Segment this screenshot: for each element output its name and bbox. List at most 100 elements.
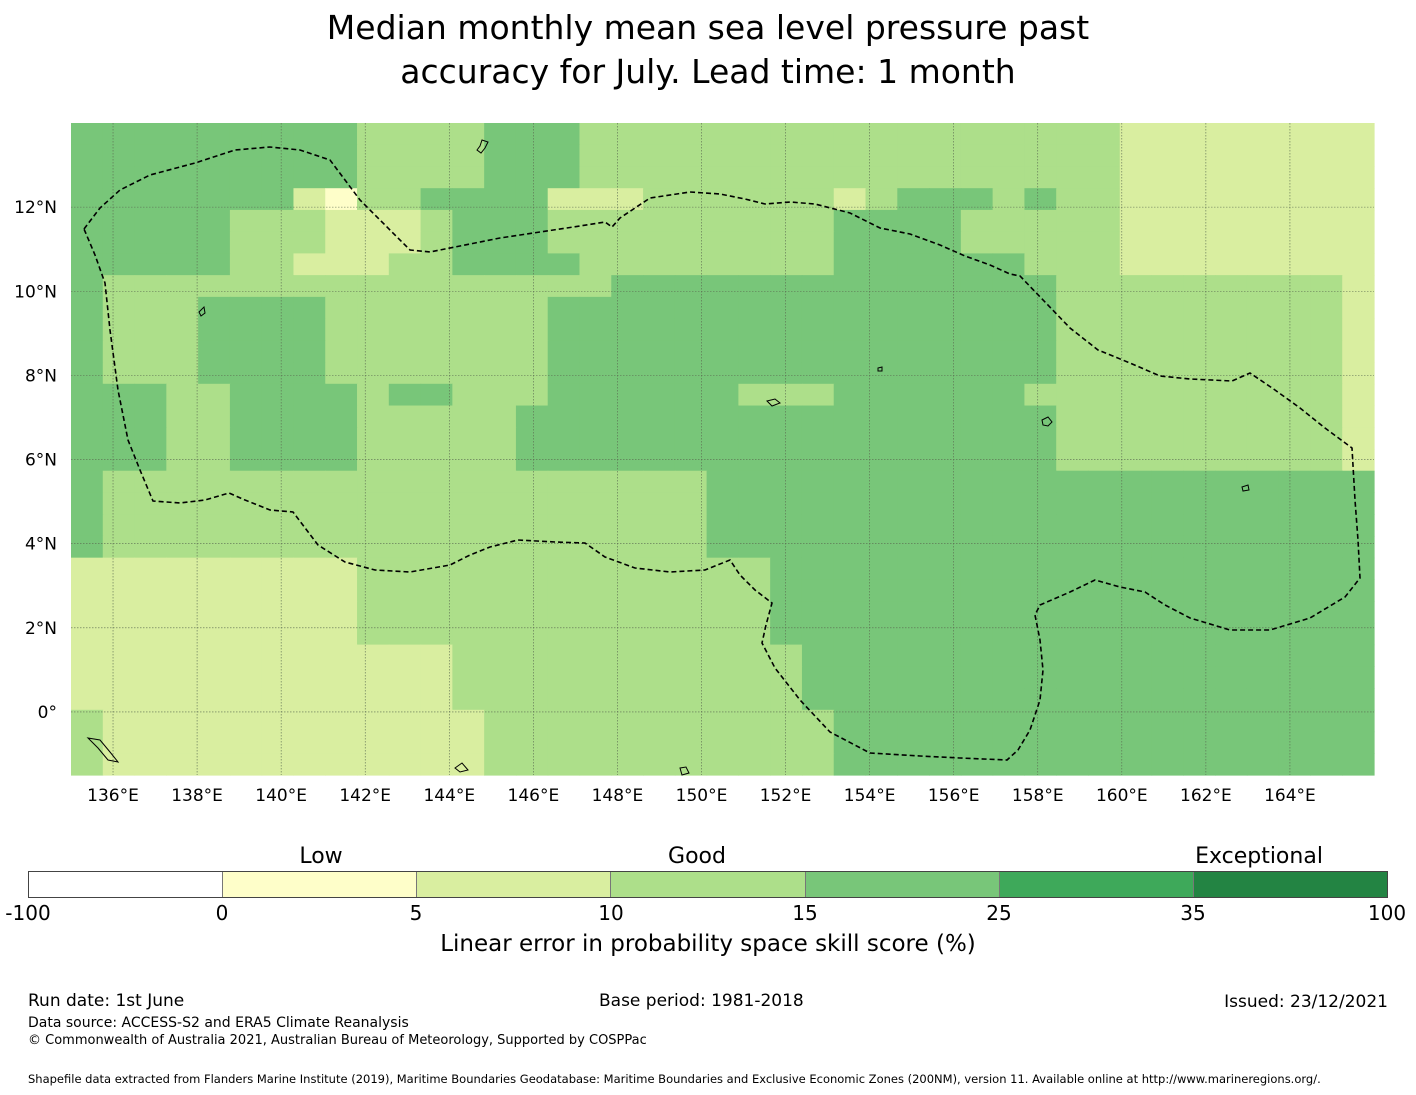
grid-cell — [1246, 622, 1280, 646]
grid-cell — [865, 622, 898, 646]
colorbar-category-good: Good — [668, 844, 726, 869]
grid-cell — [261, 470, 295, 494]
grid-cell — [484, 144, 517, 168]
grid-cell — [770, 340, 803, 363]
grid-cell — [929, 470, 962, 494]
grid-cell — [643, 188, 676, 211]
grid-cell — [357, 144, 390, 168]
grid-cell — [71, 666, 104, 689]
grid-cell — [960, 688, 994, 711]
grid-cell — [1246, 166, 1280, 189]
grid-cell — [579, 209, 612, 233]
grid-cell — [643, 362, 676, 385]
grid-cell — [293, 622, 326, 646]
grid-cell — [643, 709, 676, 733]
grid-cell — [738, 209, 771, 233]
grid-cell — [865, 449, 898, 472]
grid-cell — [484, 709, 517, 733]
grid-cell — [611, 166, 644, 189]
grid-cell — [515, 405, 549, 428]
grid-cell — [1151, 427, 1184, 450]
grid-cell — [388, 731, 422, 754]
grid-cell — [960, 601, 994, 624]
grid-cell — [801, 275, 835, 298]
grid-cell — [1310, 666, 1343, 689]
grid-cell — [738, 644, 771, 667]
grid-cell — [992, 622, 1026, 646]
grid-cell — [452, 688, 485, 711]
grid-cell — [1215, 253, 1248, 276]
grid-cell — [929, 123, 962, 146]
longitude-label: 138°E — [171, 786, 223, 806]
grid-cell — [452, 579, 485, 602]
grid-cell — [357, 644, 390, 667]
grid-cell — [1310, 470, 1343, 494]
grid-cell — [1024, 753, 1057, 776]
grid-cell — [992, 514, 1026, 537]
grid-cell — [833, 275, 867, 298]
grid-cell — [643, 535, 676, 559]
base-period: Base period: 1981-2018 — [599, 991, 804, 1011]
grid-cell — [325, 123, 358, 146]
grid-cell — [484, 275, 517, 298]
graticule — [71, 123, 1374, 775]
grid-cell — [897, 427, 930, 450]
grid-cell — [770, 123, 803, 146]
grid-cell — [1119, 492, 1153, 515]
grid-cell — [992, 383, 1026, 407]
grid-cell — [420, 492, 453, 515]
grid-cell — [1342, 296, 1375, 320]
grid-cell — [452, 209, 485, 233]
grid-cell — [1183, 753, 1216, 776]
grid-cell — [897, 231, 930, 254]
grid-cell — [738, 557, 771, 580]
grid-cell — [1246, 731, 1280, 754]
grid-cell — [261, 622, 295, 646]
grid-cell — [992, 296, 1026, 320]
grid-cell — [484, 188, 517, 211]
grid-cell — [1024, 492, 1057, 515]
grid-cell — [1087, 231, 1121, 254]
grid-cell — [484, 470, 517, 494]
grid-cell — [1056, 144, 1089, 168]
grid-cell — [102, 535, 136, 559]
grid-cell — [992, 731, 1026, 754]
grid-cell — [71, 492, 104, 515]
grid-cell — [1246, 362, 1280, 385]
grid-cell — [643, 557, 676, 580]
grid-cell — [71, 688, 104, 711]
grid-cell — [1310, 753, 1343, 776]
grid-cell — [484, 405, 517, 428]
grid-cell — [992, 231, 1026, 254]
grid-cell — [293, 296, 326, 320]
latitude-label: 6°N — [25, 451, 57, 471]
grid-cell — [134, 470, 167, 494]
grid-cell — [166, 579, 199, 602]
grid-cell — [452, 514, 485, 537]
grid-cell — [579, 622, 612, 646]
grid-cell — [1119, 427, 1153, 450]
grid-cell — [1183, 492, 1216, 515]
grid-cell — [1056, 123, 1089, 146]
grid-cell — [897, 579, 930, 602]
grid-cell — [102, 427, 136, 450]
data-source: Data source: ACCESS-S2 and ERA5 Climate … — [28, 1015, 409, 1031]
grid-cell — [293, 123, 326, 146]
grid-cell — [801, 601, 835, 624]
grid-cell — [1087, 209, 1121, 233]
grid-cell — [960, 318, 994, 341]
grid-cell — [1342, 666, 1375, 689]
grid-cell — [420, 123, 453, 146]
grid-cell — [166, 144, 199, 168]
grid-cell — [674, 709, 708, 733]
grid-cell — [579, 188, 612, 211]
grid-cell — [547, 231, 581, 254]
grid-cell — [102, 231, 136, 254]
grid-cell — [166, 188, 199, 211]
grid-cell — [865, 731, 898, 754]
grid-cell — [325, 318, 358, 341]
grid-cell — [515, 340, 549, 363]
grid-cell — [102, 644, 136, 667]
island-outline — [86, 737, 120, 763]
grid-cell — [102, 123, 136, 146]
